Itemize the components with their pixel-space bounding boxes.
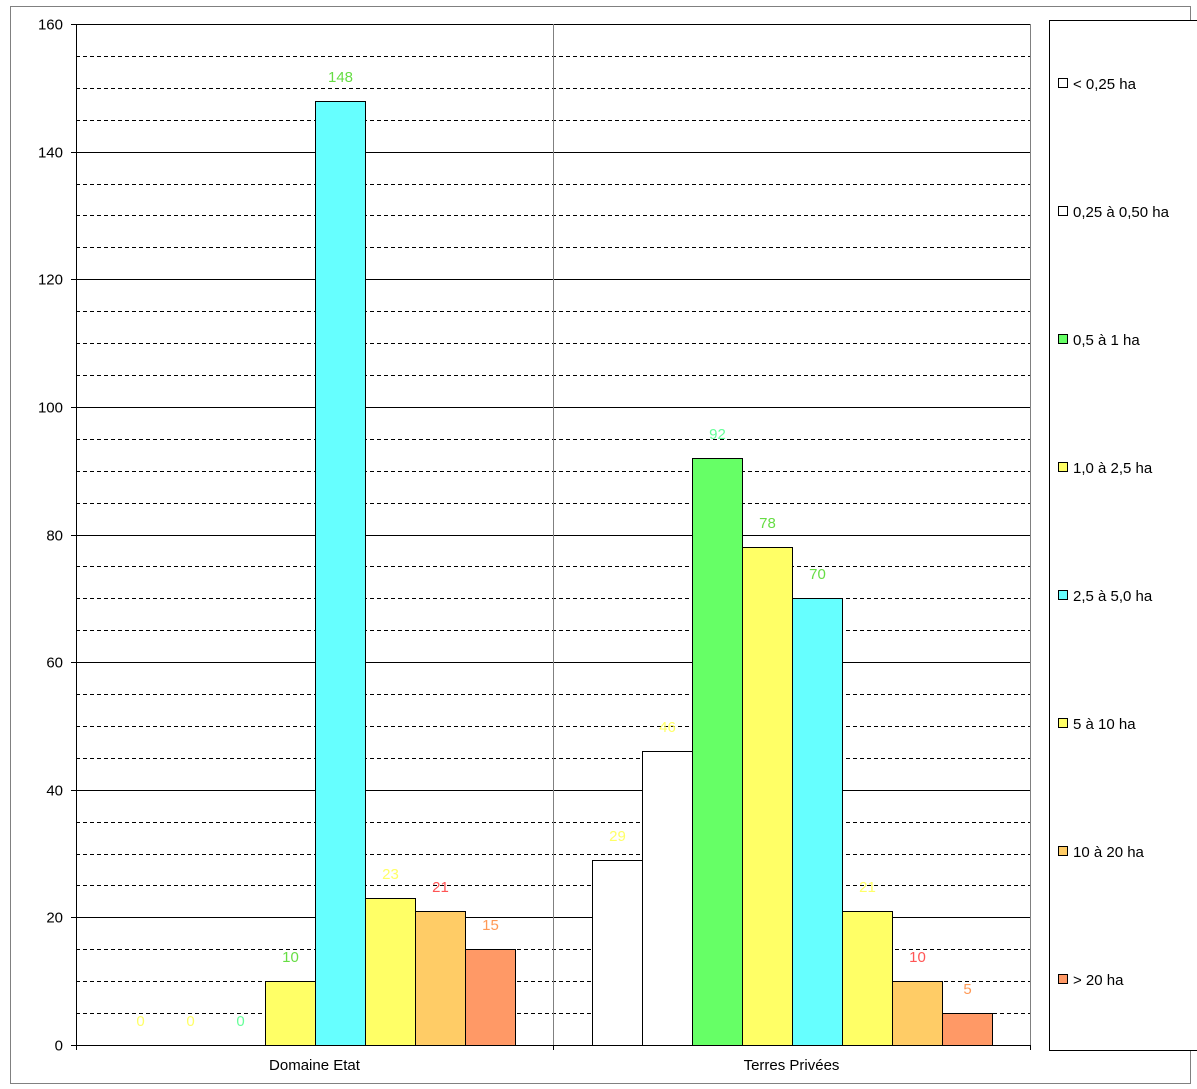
data-label: 0	[186, 1013, 194, 1030]
data-label: 46	[659, 719, 676, 736]
y-tick-label: 140	[38, 145, 63, 162]
bar	[592, 860, 643, 1046]
y-tick-label: 0	[55, 1038, 63, 1055]
bar	[315, 101, 366, 1046]
y-tick-label: 40	[46, 783, 63, 800]
x-tick-label: Terres Privées	[744, 1057, 840, 1074]
bar	[742, 547, 793, 1046]
legend-swatch	[1058, 846, 1068, 856]
bar	[465, 949, 516, 1046]
bar	[892, 981, 943, 1046]
bar	[265, 981, 316, 1046]
legend-label: > 20 ha	[1073, 972, 1124, 989]
data-label: 5	[963, 981, 971, 998]
data-label: 29	[609, 828, 626, 845]
data-label: 70	[809, 566, 826, 583]
data-label: 148	[328, 69, 353, 86]
x-tick-label: Domaine Etat	[269, 1057, 361, 1074]
legend-swatch	[1058, 974, 1068, 984]
legend-label: 0,5 à 1 ha	[1073, 332, 1140, 349]
legend-swatch	[1058, 718, 1068, 728]
legend-label: < 0,25 ha	[1073, 76, 1137, 93]
bar	[415, 911, 466, 1046]
y-tick-label: 120	[38, 272, 63, 289]
legend-label: 2,5 à 5,0 ha	[1073, 588, 1153, 605]
legend-label: 5 à 10 ha	[1073, 716, 1136, 733]
bar	[365, 898, 416, 1046]
bar	[692, 458, 743, 1046]
data-label: 0	[136, 1013, 144, 1030]
legend-label: 10 à 20 ha	[1073, 844, 1145, 861]
y-tick-label: 160	[38, 17, 63, 34]
legend-box	[1049, 20, 1197, 1051]
bar	[642, 751, 693, 1046]
legend-swatch	[1058, 206, 1068, 216]
y-tick-label: 20	[46, 910, 63, 927]
y-tick-label: 60	[46, 655, 63, 672]
data-label: 78	[759, 515, 776, 532]
data-label: 23	[382, 866, 399, 883]
data-label: 10	[909, 949, 926, 966]
data-label: 21	[859, 879, 876, 896]
legend-label: 0,25 à 0,50 ha	[1073, 204, 1170, 221]
legend-swatch	[1058, 590, 1068, 600]
y-tick-label: 80	[46, 528, 63, 545]
legend-swatch	[1058, 78, 1068, 88]
y-tick-label: 100	[38, 400, 63, 417]
data-label: 92	[709, 426, 726, 443]
bar	[942, 1013, 993, 1046]
data-label: 10	[282, 949, 299, 966]
legend-swatch	[1058, 462, 1068, 472]
legend-label: 1,0 à 2,5 ha	[1073, 460, 1153, 477]
bar	[792, 598, 843, 1046]
bar	[842, 911, 893, 1046]
data-label: 0	[236, 1013, 244, 1030]
data-label: 15	[482, 917, 499, 934]
data-label: 21	[432, 879, 449, 896]
legend-swatch	[1058, 334, 1068, 344]
